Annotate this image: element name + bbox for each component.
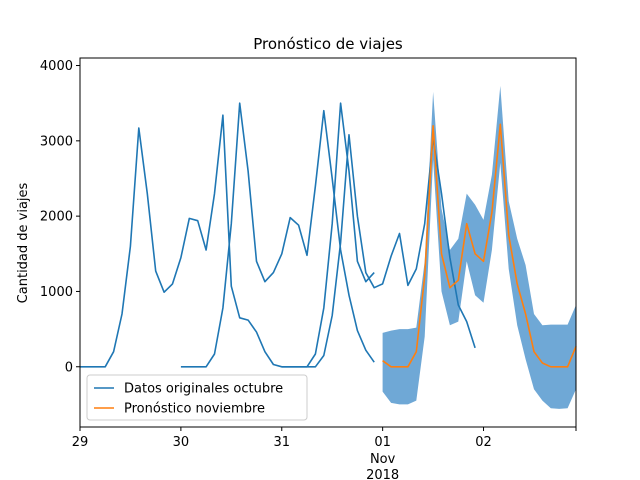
legend-box bbox=[86, 374, 308, 421]
series-line-forecast bbox=[382, 123, 577, 368]
y-tick-label: 0 bbox=[65, 360, 73, 375]
chart-title: Pronóstico de viajes bbox=[253, 35, 403, 53]
y-tick-label: 2000 bbox=[40, 210, 73, 225]
x-tick-label: 01 bbox=[374, 435, 391, 450]
legend-label: Datos originales octubre bbox=[124, 382, 283, 397]
legend-label: Pronóstico noviembre bbox=[124, 402, 265, 417]
series-line-original bbox=[80, 102, 375, 368]
series-line-original-2 bbox=[180, 102, 375, 368]
y-tick-label: 1000 bbox=[40, 285, 73, 300]
y-tick-label: 3000 bbox=[40, 134, 73, 149]
legend: Datos originales octubre Pronóstico novie… bbox=[86, 374, 308, 421]
axes-frame bbox=[79, 57, 577, 428]
series-line-original-3 bbox=[281, 134, 476, 368]
x-tick-label: 02 bbox=[475, 435, 492, 450]
plot-area bbox=[80, 85, 577, 409]
x-tick-label: 29 bbox=[72, 435, 89, 450]
y-tick-label: 4000 bbox=[40, 59, 73, 74]
y-axis-label: Cantidad de viajes bbox=[16, 182, 31, 303]
x-year-label: 2018 bbox=[366, 468, 399, 480]
x-tick-label: 31 bbox=[273, 435, 290, 450]
x-tick-label: 30 bbox=[173, 435, 190, 450]
x-month-label: Nov bbox=[370, 452, 396, 467]
